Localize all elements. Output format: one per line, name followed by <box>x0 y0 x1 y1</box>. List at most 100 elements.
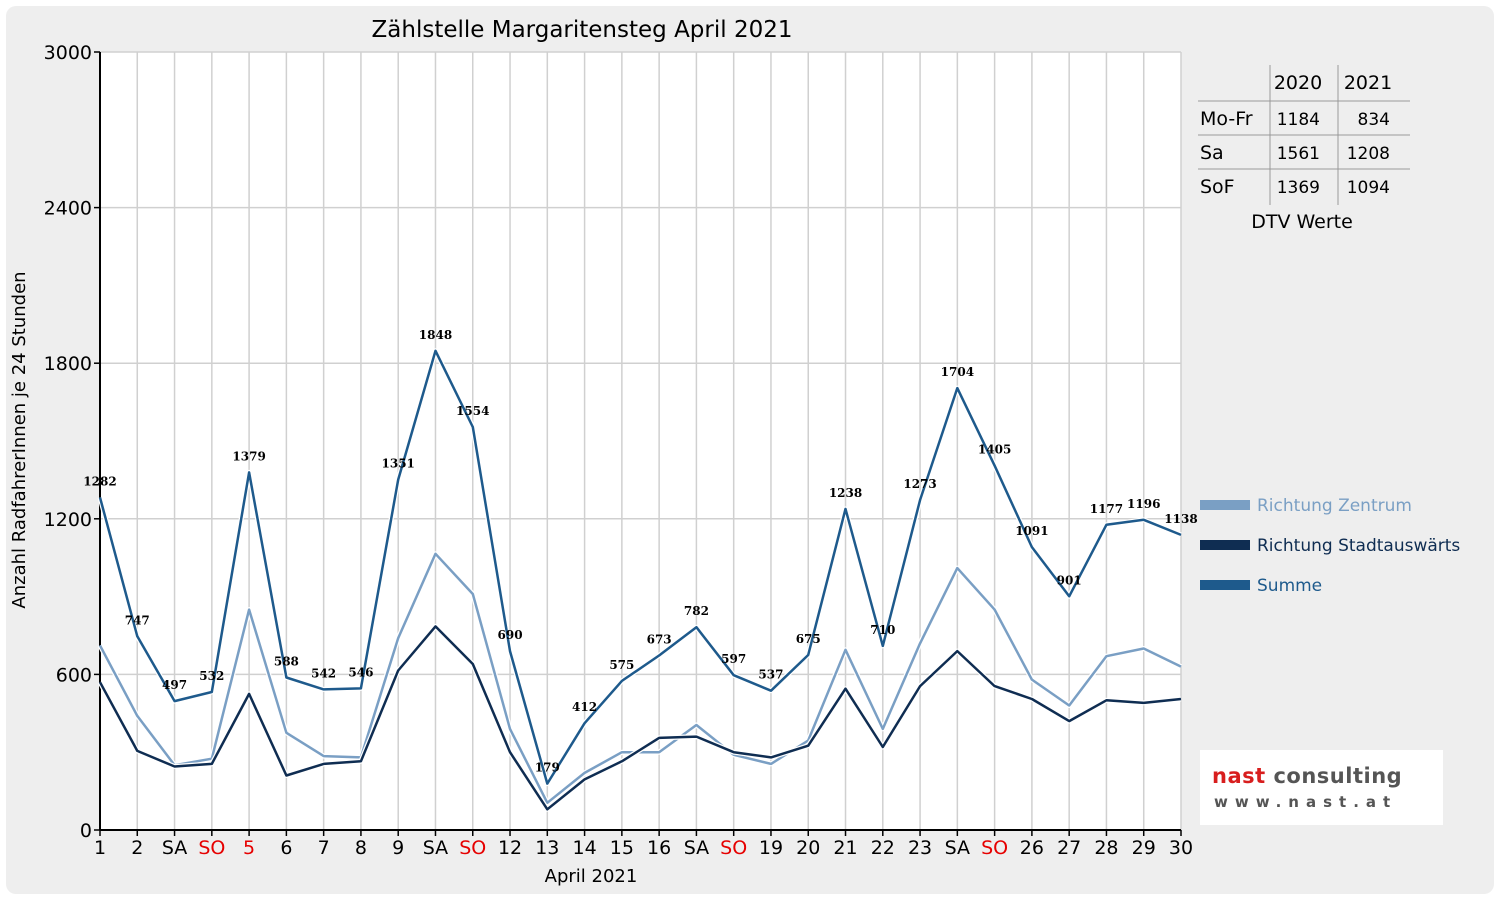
data-label: 1704 <box>941 365 974 379</box>
dtv-cell: 1561 <box>1277 144 1320 164</box>
y-tick-label: 0 <box>80 820 92 842</box>
data-label: 710 <box>870 623 895 637</box>
x-tick-label: 5 <box>243 837 255 859</box>
x-tick-label: SA <box>684 837 709 859</box>
x-tick-label: 1 <box>94 837 106 859</box>
data-label: 497 <box>162 678 187 692</box>
x-tick-label: 20 <box>796 837 820 859</box>
data-label: 747 <box>125 613 150 627</box>
x-tick-label: SA <box>162 837 187 859</box>
x-tick-label: 13 <box>535 837 559 859</box>
logo-name-gray: consulting <box>1273 764 1403 788</box>
x-tick-label: 22 <box>871 837 895 859</box>
x-tick-label: 27 <box>1057 837 1081 859</box>
dtv-row-label: Sa <box>1200 142 1224 164</box>
x-tick-label: SA <box>945 837 970 859</box>
data-label: 597 <box>721 652 746 666</box>
data-label: 1554 <box>456 404 489 418</box>
x-tick-label: SA <box>423 837 448 859</box>
x-tick-label: SO <box>981 837 1008 859</box>
x-tick-label: 29 <box>1132 837 1156 859</box>
data-label: 532 <box>199 669 224 683</box>
x-tick-label: SO <box>198 837 225 859</box>
axes <box>94 51 1182 836</box>
logo-url: www.nast.at <box>1214 793 1398 811</box>
data-label: 1091 <box>1015 524 1048 538</box>
x-tick-label: 23 <box>908 837 932 859</box>
data-label: 412 <box>572 700 597 714</box>
logo-name: nast consulting <box>1212 764 1402 788</box>
plot-area <box>100 52 1181 830</box>
x-tick-label: SO <box>459 837 486 859</box>
dtv-cell: 1208 <box>1347 144 1390 164</box>
data-label: 1379 <box>232 449 265 463</box>
x-tick-label: 12 <box>498 837 522 859</box>
data-label: 1405 <box>978 443 1011 457</box>
data-label: 1282 <box>83 475 116 489</box>
data-label: 901 <box>1057 573 1082 587</box>
data-label: 546 <box>348 665 373 679</box>
data-label: 673 <box>647 632 672 646</box>
dtv-header-2021: 2021 <box>1344 72 1392 94</box>
x-tick-label: 26 <box>1020 837 1044 859</box>
data-label: 1238 <box>829 486 862 500</box>
data-label: 782 <box>684 604 709 618</box>
data-label: 690 <box>498 628 523 642</box>
legend-label-summe: Summe <box>1257 576 1322 596</box>
x-tick-label: 14 <box>572 837 596 859</box>
y-tick-label: 3000 <box>44 42 92 64</box>
legend-swatch-stadtauswaerts <box>1200 540 1250 550</box>
y-tick-label: 2400 <box>44 198 92 220</box>
x-tick-label: 7 <box>318 837 330 859</box>
dtv-table: 2020 2021 Mo-Fr 1184 834 Sa 1561 1208 So… <box>1198 65 1410 233</box>
dtv-cell: 1094 <box>1347 178 1390 198</box>
legend-swatch-summe <box>1200 580 1250 590</box>
legend: Richtung Zentrum Richtung Stadtauswärts … <box>1200 496 1460 596</box>
data-label: 1273 <box>903 477 936 491</box>
x-axis-label: April 2021 <box>545 866 638 887</box>
x-tick-label: 6 <box>280 837 292 859</box>
y-tick-label: 1800 <box>44 353 92 375</box>
series-line-summe <box>98 349 1182 785</box>
data-label: 1138 <box>1164 512 1197 526</box>
x-tick-label: 16 <box>647 837 671 859</box>
series-line-stadtauswaerts <box>98 625 1182 811</box>
y-tick-label: 600 <box>56 664 92 686</box>
legend-label-stadtauswaerts: Richtung Stadtauswärts <box>1257 536 1460 556</box>
data-label: 542 <box>311 666 336 680</box>
dtv-header-2020: 2020 <box>1274 72 1322 94</box>
data-label: 1848 <box>419 328 452 342</box>
y-tick-label: 1200 <box>44 509 92 531</box>
x-tick-label: 9 <box>392 837 404 859</box>
x-tick-label: 15 <box>610 837 634 859</box>
legend-label-zentrum: Richtung Zentrum <box>1257 496 1412 516</box>
data-label: 1351 <box>382 457 415 471</box>
x-tick-label: SO <box>720 837 747 859</box>
data-labels: 1282 747 497 532 1379 588 542 546 1351 1848 1554 69… <box>83 328 1197 775</box>
data-label: 588 <box>274 655 299 669</box>
data-label: 675 <box>796 632 821 646</box>
dtv-caption: DTV Werte <box>1251 211 1353 233</box>
logo-name-red: nast <box>1212 764 1266 788</box>
data-label: 575 <box>609 658 634 672</box>
data-label: 1196 <box>1127 497 1160 511</box>
x-tick-label: 2 <box>131 837 143 859</box>
dtv-cell: 834 <box>1358 110 1390 130</box>
series-lines <box>97 348 1183 812</box>
company-logo: nast consulting www.nast.at <box>1200 750 1443 825</box>
x-tick-label: 21 <box>833 837 857 859</box>
x-tick-label: 19 <box>759 837 783 859</box>
y-axis-label: Anzahl RadfahrerInnen je 24 Stunden <box>9 271 30 608</box>
data-label: 179 <box>535 761 560 775</box>
legend-swatch-zentrum <box>1200 500 1250 510</box>
dtv-row-label: Mo-Fr <box>1200 108 1253 130</box>
x-tick-label: 8 <box>355 837 367 859</box>
data-label: 537 <box>758 668 783 682</box>
dtv-cell: 1184 <box>1277 110 1320 130</box>
dtv-cell: 1369 <box>1277 178 1320 198</box>
x-tick-label: 30 <box>1169 837 1193 859</box>
data-label: 1177 <box>1090 502 1123 516</box>
dtv-row-label: SoF <box>1200 176 1235 198</box>
